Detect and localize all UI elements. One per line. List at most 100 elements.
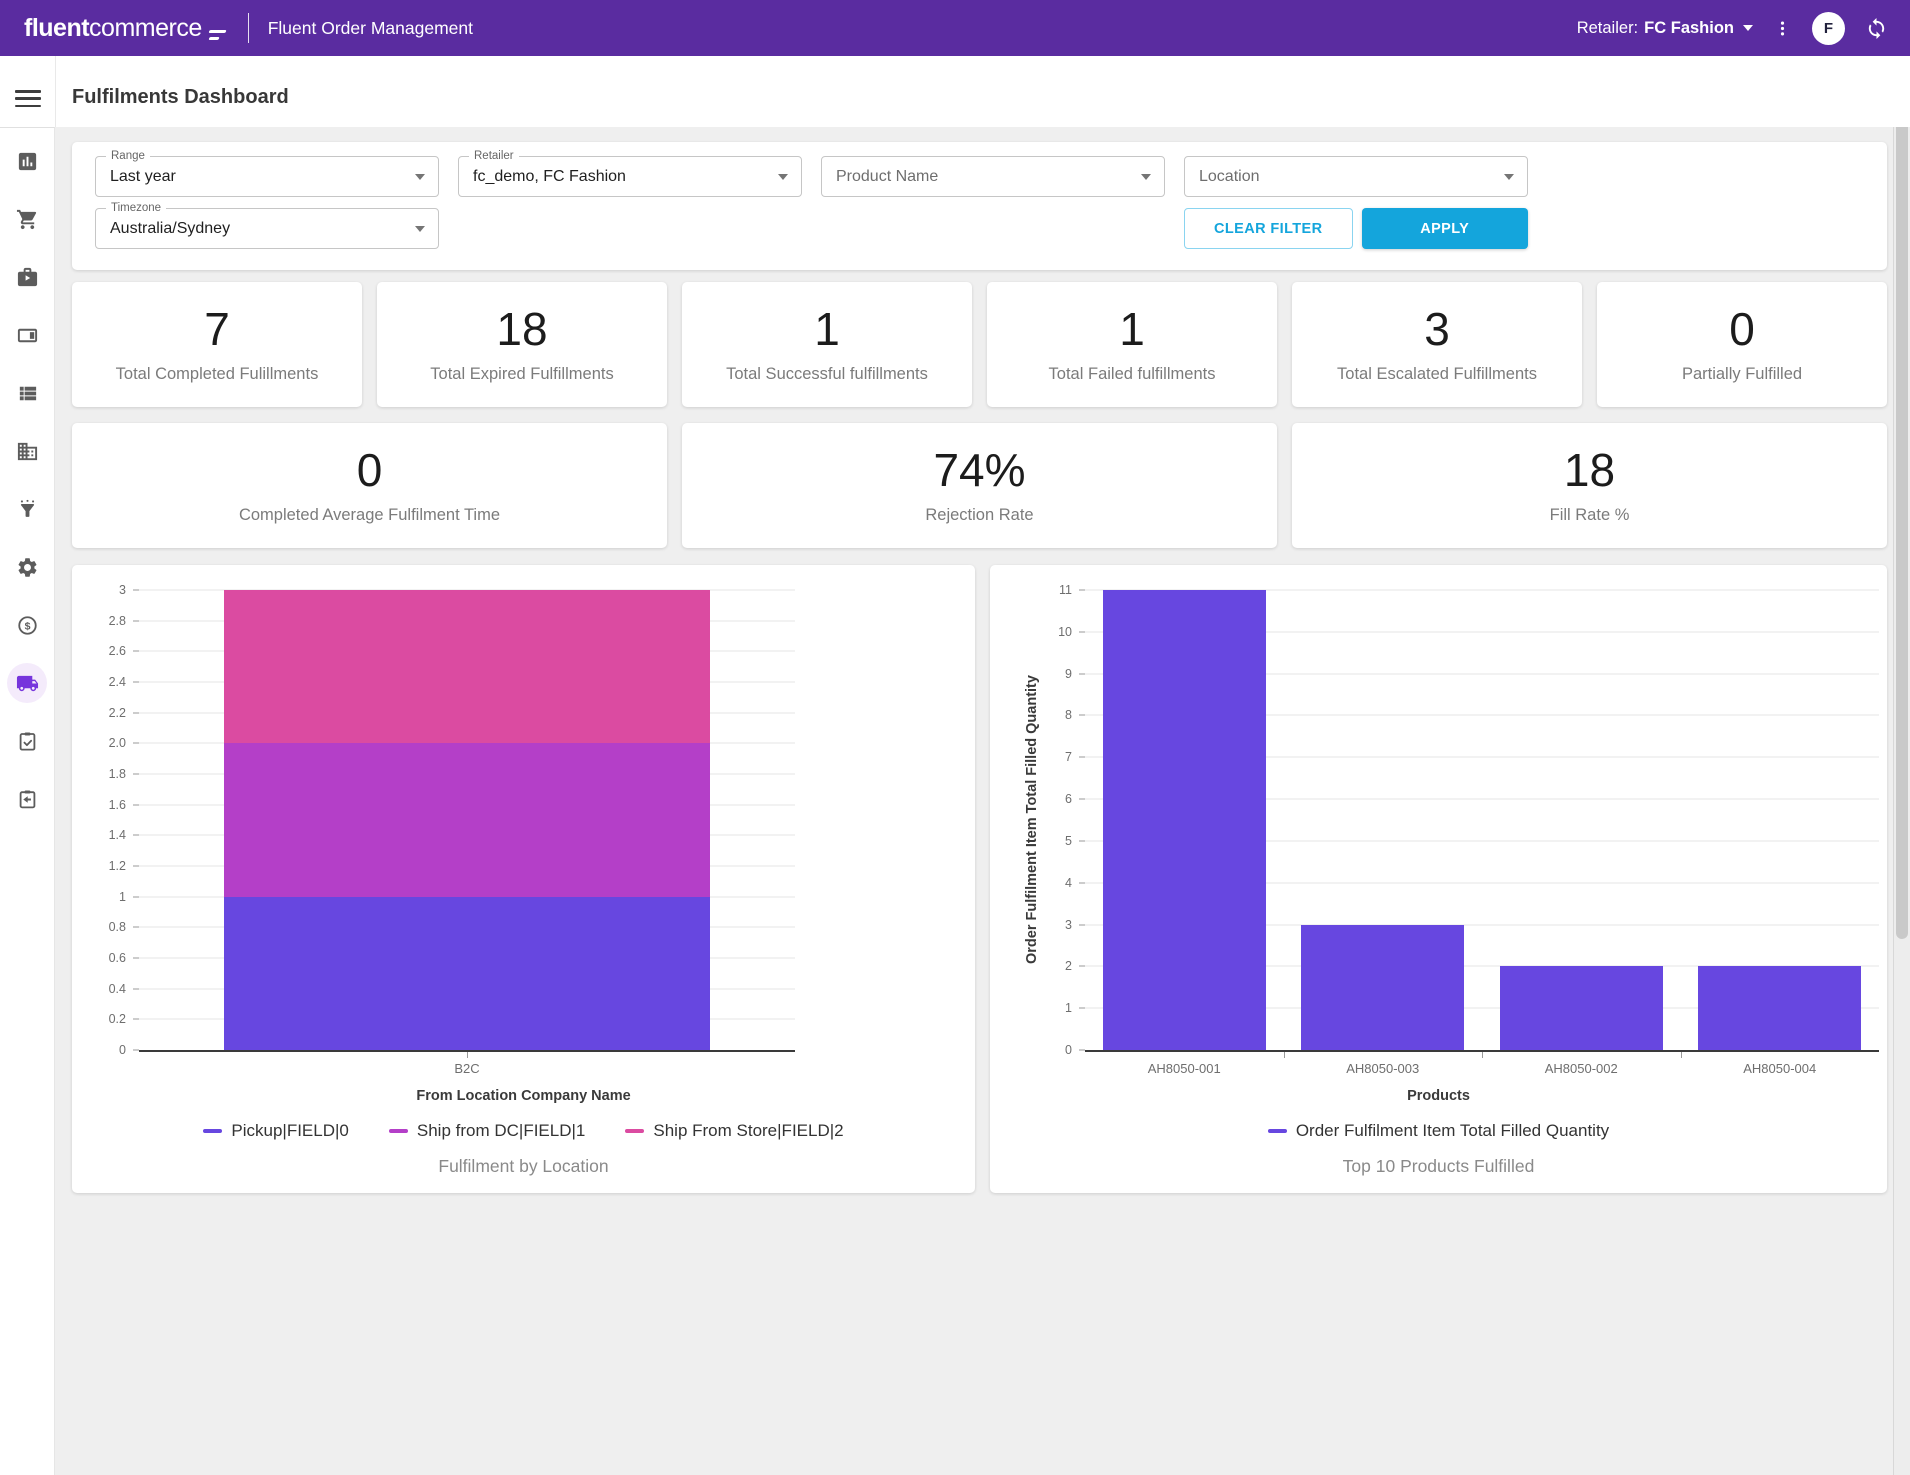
app-header: fluent commerce Fluent Order Management R… bbox=[0, 0, 1910, 56]
clear-filter-button[interactable]: CLEAR FILTER bbox=[1184, 208, 1353, 249]
logo-text-fluent: fluent bbox=[24, 13, 90, 42]
vertical-scrollbar[interactable] bbox=[1893, 56, 1910, 1475]
charts-row: 0 0.2 0.4 0.6 0.8 1 1.2 1.4 1.6 1.8 2.0 2.2 2.4 2.6 2.… bbox=[72, 565, 1887, 1193]
sidebar-item-briefcase-play[interactable] bbox=[0, 248, 54, 306]
legend-item-ship-from-store-field-2[interactable]: Ship From Store|FIELD|2 bbox=[625, 1121, 844, 1141]
header-divider bbox=[247, 13, 249, 43]
y-tick-label: 2.4 bbox=[108, 675, 126, 689]
y-tick-label: 1.8 bbox=[108, 767, 126, 781]
stat-card-total-expired-fulfillments: 18 Total Expired Fulfillments bbox=[377, 282, 667, 407]
logo-mark-icon bbox=[208, 30, 227, 40]
bar-chart-icon bbox=[7, 141, 47, 181]
sidebar-item-clipboard-return[interactable] bbox=[0, 770, 54, 828]
stat-label: Total Failed fulfillments bbox=[1048, 364, 1216, 383]
stat-value: 1 bbox=[1119, 302, 1145, 355]
stat-label: Completed Average Fulfilment Time bbox=[238, 505, 501, 524]
y-tick-label: 0.4 bbox=[108, 981, 126, 996]
sidebar-item-dollar-circle[interactable]: $ bbox=[0, 596, 54, 654]
sidebar-item-split-panel[interactable] bbox=[0, 306, 54, 364]
stacked-bar-b2c bbox=[224, 590, 710, 1050]
kebab-menu-icon[interactable] bbox=[1773, 19, 1792, 38]
retailer-select[interactable]: Retailer fc_demo, FC Fashion bbox=[458, 150, 802, 197]
chart-legend: Pickup|FIELD|0 Ship from DC|FIELD|1 Ship F… bbox=[72, 1121, 975, 1141]
stat-value: 0 bbox=[1729, 302, 1755, 355]
dropdown-arrow-icon bbox=[415, 173, 425, 180]
legend-dash-icon bbox=[388, 1129, 408, 1133]
range-select[interactable]: Range Last year bbox=[95, 150, 439, 197]
x-tick-label: B2C bbox=[454, 1061, 480, 1076]
legend-item-order-fulfilment-item-total-filled-quantity[interactable]: Order Fulfilment Item Total Filled Quant… bbox=[1267, 1121, 1610, 1141]
stat-value: 1 bbox=[814, 302, 840, 355]
x-tick-label: AH8050-004 bbox=[1743, 1061, 1817, 1076]
location-select[interactable]: Location bbox=[1184, 156, 1528, 197]
stat-value: 74% bbox=[933, 443, 1026, 496]
title-bar: Fulfilments Dashboard bbox=[0, 56, 1910, 127]
y-tick-label: 7 bbox=[1065, 750, 1072, 765]
y-tick-label: 2.6 bbox=[108, 644, 126, 659]
sidebar-item-shopping-cart[interactable] bbox=[0, 190, 54, 248]
y-tick-label: 0 bbox=[119, 1043, 126, 1057]
retailer-value: FC Fashion bbox=[1644, 18, 1734, 37]
bar-segment-ship-from-dc-field-1 bbox=[224, 743, 710, 897]
timezone-select[interactable]: Timezone Australia/Sydney bbox=[95, 202, 439, 249]
gear-icon bbox=[7, 547, 47, 587]
sidebar-item-gear[interactable] bbox=[0, 538, 54, 596]
stat-value: 18 bbox=[496, 302, 548, 355]
y-tick-label: 4 bbox=[1065, 875, 1072, 890]
top-products-chart: Order Fulfilment Item Total Filled Quant… bbox=[990, 565, 1887, 1193]
stat-value: 7 bbox=[204, 302, 230, 355]
sidebar-item-clipboard-check[interactable] bbox=[0, 712, 54, 770]
clipboard-check-icon bbox=[7, 721, 47, 761]
x-tick-label: AH8050-001 bbox=[1147, 1061, 1221, 1076]
product-name-select[interactable]: Product Name bbox=[821, 156, 1165, 197]
bar-segment-ship-from-store-field-2 bbox=[224, 590, 710, 744]
bar-ah8050-002 bbox=[1499, 966, 1663, 1050]
x-axis-label: Products bbox=[1407, 1088, 1470, 1104]
y-tick-label: 1.4 bbox=[108, 828, 126, 843]
stat-card-total-successful-fulfillments: 1 Total Successful fulfillments bbox=[682, 282, 972, 407]
sidebar-item-bar-chart[interactable] bbox=[0, 132, 54, 190]
apply-button[interactable]: APPLY bbox=[1361, 208, 1528, 249]
stats-row-2: 0 Completed Average Fulfilment Time 74% Rej… bbox=[72, 423, 1887, 548]
x-axis-label: From Location Company Name bbox=[416, 1088, 631, 1104]
dropdown-arrow-icon bbox=[415, 225, 425, 232]
legend-dash-icon bbox=[203, 1129, 223, 1133]
legend-dash-icon bbox=[1267, 1129, 1287, 1133]
sidebar-item-building[interactable] bbox=[0, 422, 54, 480]
plot-area: 0 0.2 0.4 0.6 0.8 1 1.2 1.4 1.6 1.8 2.0 2.2 2.4 2.6 2.… bbox=[109, 583, 795, 1076]
retailer-label: Retailer: bbox=[1576, 18, 1639, 37]
legend-label: Ship From Store|FIELD|2 bbox=[653, 1121, 844, 1140]
hamburger-menu-icon[interactable] bbox=[15, 90, 41, 112]
stat-label: Rejection Rate bbox=[925, 505, 1034, 524]
y-tick-label: 0.2 bbox=[108, 1012, 126, 1027]
sidebar-item-list[interactable] bbox=[0, 364, 54, 422]
split-panel-icon bbox=[7, 315, 47, 355]
avatar-initial: F bbox=[1823, 19, 1834, 37]
refresh-icon[interactable] bbox=[1865, 17, 1888, 40]
legend-item-ship-from-dc-field-1[interactable]: Ship from DC|FIELD|1 bbox=[388, 1121, 585, 1141]
y-tick-label: 8 bbox=[1065, 708, 1072, 723]
brand-logo[interactable]: fluent commerce bbox=[24, 13, 227, 43]
y-tick-label: 2.8 bbox=[108, 613, 126, 628]
y-tick-label: 2 bbox=[1065, 959, 1072, 974]
sidebar-item-truck[interactable] bbox=[0, 654, 54, 712]
shopping-cart-icon bbox=[7, 199, 47, 239]
stat-label: Partially Fulfilled bbox=[1681, 364, 1803, 383]
stat-value: 0 bbox=[356, 443, 383, 496]
chart-legend: Order Fulfilment Item Total Filled Quant… bbox=[990, 1121, 1887, 1141]
legend-label: Order Fulfilment Item Total Filled Quant… bbox=[1295, 1121, 1610, 1140]
retailer-label: Retailer bbox=[469, 150, 519, 162]
stat-label: Total Escalated Fulfillments bbox=[1337, 364, 1537, 383]
avatar[interactable]: F bbox=[1812, 11, 1845, 45]
location-value: Location bbox=[1199, 167, 1260, 185]
stat-label: Total Completed Fulillments bbox=[115, 364, 319, 383]
sidebar-item-funnel[interactable] bbox=[0, 480, 54, 538]
stat-card-total-escalated-fulfillments: 3 Total Escalated Fulfillments bbox=[1292, 282, 1582, 407]
dropdown-arrow-icon bbox=[1504, 173, 1514, 180]
legend-item-pickup-field-0[interactable]: Pickup|FIELD|0 bbox=[203, 1121, 349, 1141]
filter-buttons: CLEAR FILTER APPLY bbox=[1184, 208, 1528, 249]
retailer-selector[interactable]: Retailer: FC Fashion bbox=[1577, 19, 1753, 38]
scrollbar-thumb[interactable] bbox=[1896, 59, 1908, 939]
truck-icon bbox=[7, 663, 47, 703]
stat-label: Total Expired Fulfillments bbox=[430, 364, 614, 383]
